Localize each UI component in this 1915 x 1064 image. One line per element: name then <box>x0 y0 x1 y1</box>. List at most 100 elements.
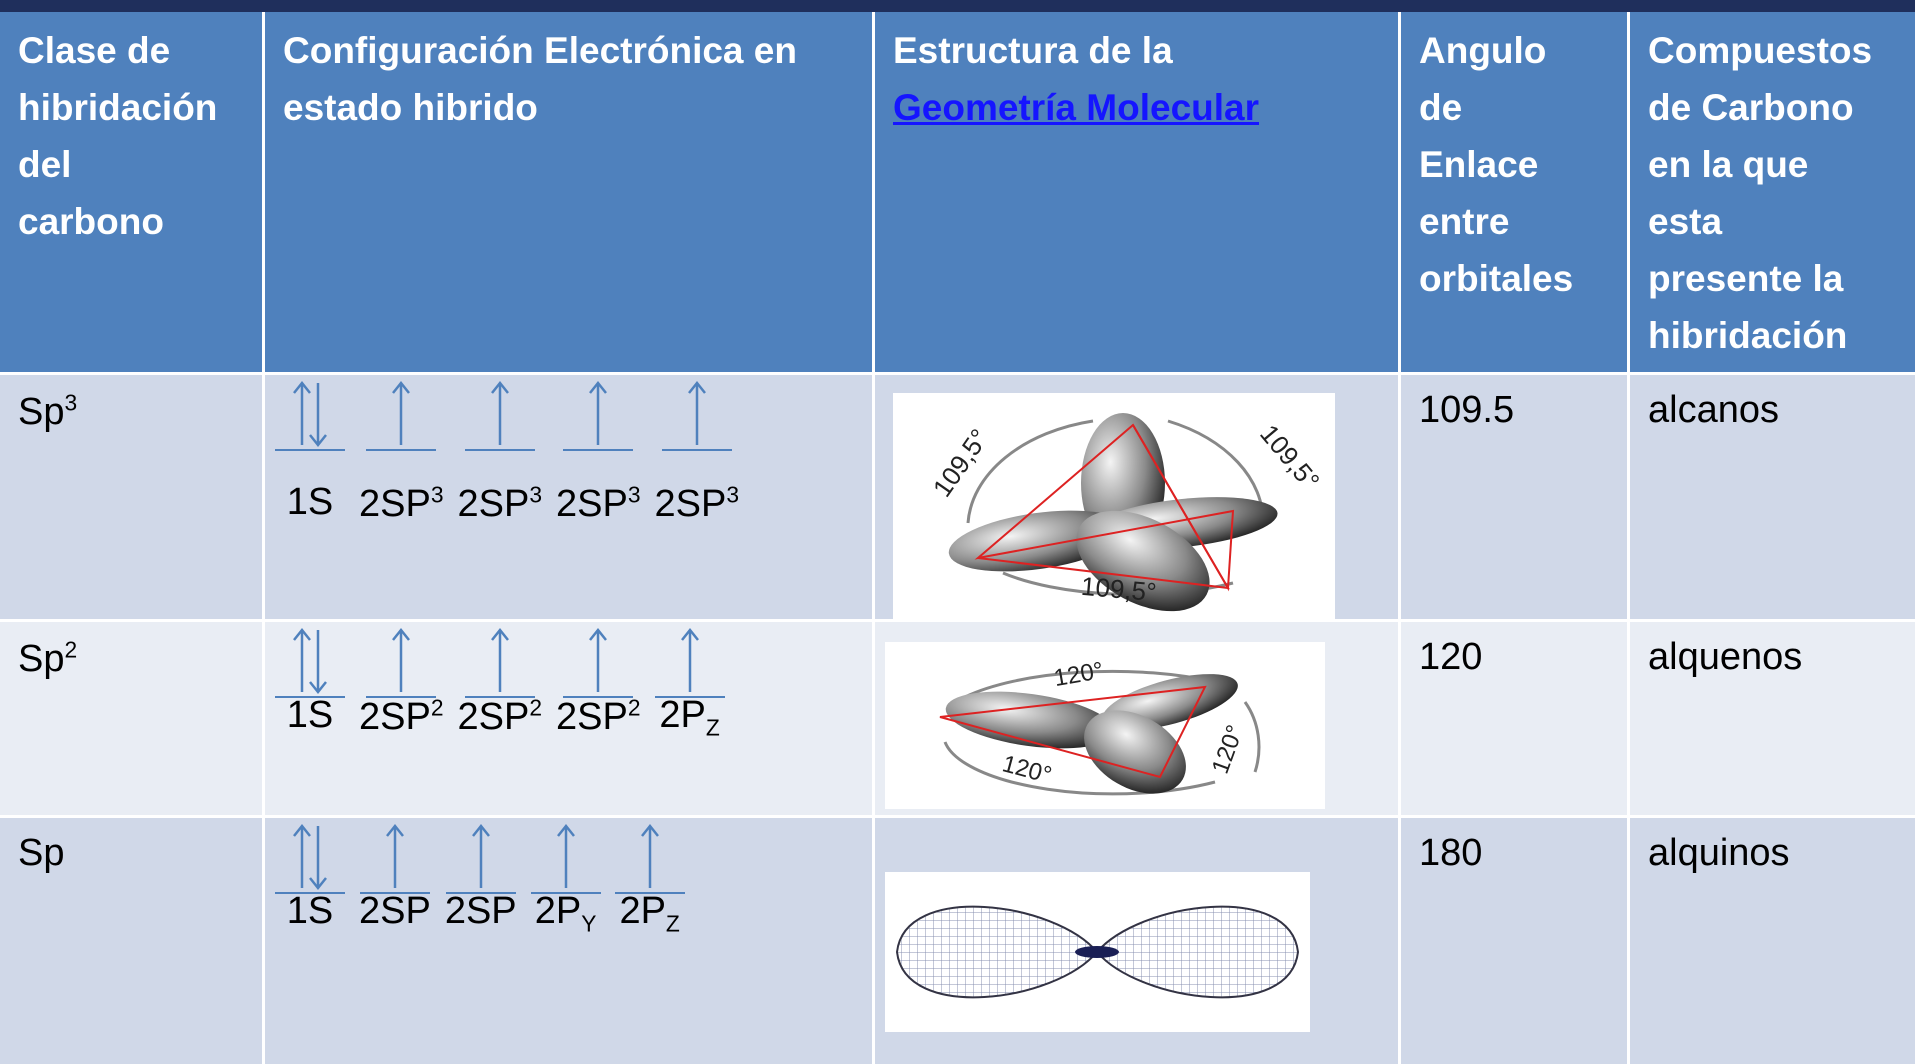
arrow-head <box>309 681 327 695</box>
arrow-head <box>640 823 659 837</box>
hybrid-type-base: Sp <box>18 637 65 680</box>
geometry-cell: 109,5° 109,5° 109,5° <box>875 375 1398 619</box>
orbital-list: 1S 2SP 2SP 2PY 2PZ <box>275 818 854 938</box>
arrow-head <box>293 380 311 394</box>
orbital-arrows <box>589 380 608 445</box>
bond-angle: 120 <box>1419 636 1483 678</box>
orbital-label-wrap: 1S <box>287 890 333 933</box>
geometry-link[interactable]: Geometría Molecular <box>893 87 1260 128</box>
header-line: entre <box>1419 201 1510 242</box>
arrow-head <box>309 877 327 891</box>
header-line: esta <box>1648 201 1723 242</box>
orbital-line <box>661 449 732 451</box>
hybrid-type: Sp3 <box>18 389 78 433</box>
orbital-label-wrap: 2SP3 <box>655 481 740 526</box>
config-cell: 1S 2SP3 2SP3 2SP3 2SP3 <box>265 375 872 619</box>
orbital-line <box>275 892 345 894</box>
hybrid-type-sup: 3 <box>64 389 78 415</box>
header-line: Clase de <box>18 30 171 71</box>
header-line: Enlace <box>1419 144 1539 185</box>
orbital-arrows <box>589 627 608 692</box>
hybrid-type: Sp <box>18 832 64 874</box>
orbital-label-base: 2SP <box>457 695 530 738</box>
angle-cell: 109.5 <box>1401 375 1627 619</box>
orbital-arrows <box>680 627 699 692</box>
orbital-label-base: 1S <box>286 890 334 932</box>
header-line: Angulo <box>1419 30 1547 71</box>
orbital: 2SP3 <box>655 375 740 526</box>
orbital-label-base: 1S <box>286 694 334 736</box>
header-line: estado hibrido <box>283 87 538 128</box>
geometry-sp3: 109,5° 109,5°109,5° <box>893 393 1335 619</box>
orbital-line <box>366 449 437 451</box>
orbital-list: 1S 2SP2 2SP2 2SP2 2PZ <box>275 622 854 742</box>
orbital-label: 2PZ <box>659 694 719 741</box>
geometry-sp <box>885 872 1310 1032</box>
orbital-arrows <box>471 823 490 888</box>
orbital-label-base: 2SP <box>556 482 628 525</box>
orbital-label: 2SP2 <box>457 694 543 738</box>
orbital-line <box>366 696 437 698</box>
compounds: alquinos <box>1648 832 1790 874</box>
orbital-line <box>614 892 685 894</box>
compounds: alcanos <box>1648 389 1779 431</box>
orbital-label-wrap: 2SP2 <box>458 694 543 739</box>
header-cell: Angulo de Enlace entre orbitales <box>1401 12 1627 372</box>
geometry-sp2: 120°120° 120° <box>885 642 1325 809</box>
orbital-label-sub: Z <box>665 910 680 937</box>
arrow-head <box>293 823 311 837</box>
orbital-label-wrap: 2SP3 <box>458 481 543 526</box>
header-line: de Carbono <box>1648 87 1854 128</box>
arrow-head <box>293 627 311 641</box>
header-line: Compuestos <box>1648 30 1873 71</box>
orbital: 2SP3 <box>458 375 543 526</box>
header-line: orbitales <box>1419 258 1574 299</box>
orbital-label: 1S <box>287 481 333 523</box>
orbital: 2SP2 <box>359 622 444 742</box>
orbital-arrows <box>556 823 575 888</box>
hybrid-type: Sp2 <box>18 636 77 680</box>
orbital-label-base: 2SP <box>444 890 517 932</box>
header-line: Configuración Electrónica en <box>283 30 797 71</box>
header-cell: Estructura de la Geometría Molecular <box>875 12 1398 372</box>
header-cell: Clase de hibridación del carbono <box>0 12 262 372</box>
orbital-label: 2SP <box>445 890 517 932</box>
orbital-lobe <box>1076 510 1210 612</box>
arrow-head <box>392 380 411 394</box>
type-cell: Sp <box>0 818 262 1064</box>
header-line: en la que <box>1648 144 1809 185</box>
orbital-label-base: 2SP <box>359 482 431 525</box>
orbital-label-base: 2SP <box>359 890 431 932</box>
nucleus <box>1075 946 1119 958</box>
orbital-line <box>530 892 601 894</box>
orbital-line <box>359 892 430 894</box>
orbital-label: 1S <box>287 694 333 736</box>
orbital: 2PZ <box>654 622 725 742</box>
orbital-arrows <box>385 823 404 888</box>
orbital-label-base: 2SP <box>556 695 628 738</box>
orbital-label-base: 2P <box>659 694 706 736</box>
orbital-label-wrap: 2PZ <box>619 890 679 938</box>
orbital-arrows <box>293 627 327 695</box>
arrow-head <box>392 627 411 641</box>
orbital-label: 2SP3 <box>556 481 641 525</box>
angle-cell: 120 <box>1401 622 1627 815</box>
orbital-label-sup: 2 <box>627 694 641 720</box>
orbital-label: 2SP2 <box>556 694 641 738</box>
orbital-label-wrap: 1S <box>287 694 333 737</box>
type-cell: Sp2 <box>0 622 262 815</box>
compounds-cell: alquinos <box>1630 818 1915 1064</box>
orbital: 2SP <box>359 818 431 938</box>
arrow-head <box>490 627 509 641</box>
orbital-lobe <box>1084 710 1186 794</box>
arrow-head <box>680 627 699 641</box>
orbital-label-base: 1S <box>286 481 334 523</box>
bond-angle: 180 <box>1419 832 1483 874</box>
arrow-head <box>490 380 509 394</box>
bond-angle: 109.5 <box>1419 389 1515 431</box>
orbital: 2PY <box>530 818 601 938</box>
orbital: 1S <box>275 622 345 742</box>
orbital: 2SP3 <box>556 375 641 526</box>
orbital-arrows <box>293 823 327 891</box>
